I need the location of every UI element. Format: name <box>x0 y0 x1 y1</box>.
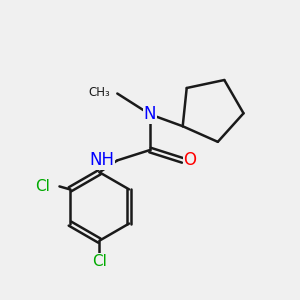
Text: Cl: Cl <box>35 179 50 194</box>
Text: Cl: Cl <box>92 254 107 269</box>
Text: CH₃: CH₃ <box>88 85 110 98</box>
Text: N: N <box>144 105 156 123</box>
Text: O: O <box>184 152 196 169</box>
Text: NH: NH <box>89 152 114 169</box>
